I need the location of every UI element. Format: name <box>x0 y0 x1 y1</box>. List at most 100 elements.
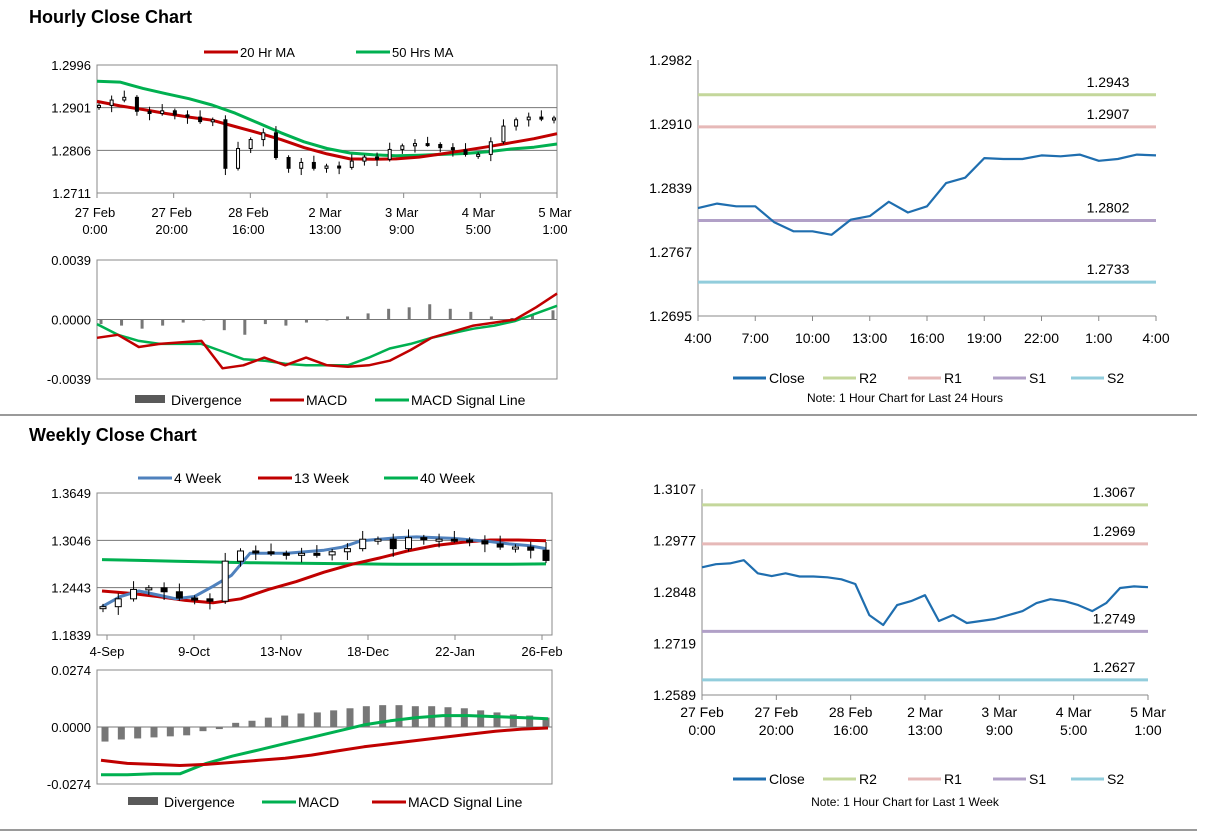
weekly-price-candle <box>191 597 199 601</box>
weekly-price-candle <box>298 552 306 556</box>
hourly-divergence-bar <box>448 308 452 320</box>
hourly-price-candle <box>273 132 278 159</box>
sr_24h-xtick: 1:00 <box>1085 330 1112 346</box>
legend-weekly-macd-signal-label: MACD Signal Line <box>408 794 523 810</box>
sr_1w-ytick: 1.2589 <box>653 687 696 703</box>
hourly-price-candle <box>324 165 329 169</box>
weekly-price-candle <box>481 540 489 545</box>
weekly-section-title: Weekly Close Chart <box>29 425 197 445</box>
hourly-price-candle <box>147 110 152 115</box>
sr_1w-legend-label: Close <box>769 771 805 787</box>
weekly-price-candle <box>435 538 443 542</box>
legend-20hr-ma-label: 20 Hr MA <box>240 45 295 60</box>
legend-weekly-divergence-label: Divergence <box>164 794 235 810</box>
hourly-divergence-bar <box>407 307 411 320</box>
hourly-divergence-bar <box>284 319 288 326</box>
legend-weekly-macd-label: MACD <box>298 794 339 810</box>
hourly-divergence-bar <box>489 316 493 320</box>
sr_24h-xtick: 22:00 <box>1024 330 1059 346</box>
hourly-macd-ytick: 0.0000 <box>51 313 91 328</box>
sr_1w-legend-label: R2 <box>859 771 877 787</box>
weekly-macd-ytick: 0.0274 <box>51 663 91 678</box>
weekly-divergence-bar <box>509 714 517 727</box>
weekly-price-candle <box>252 550 260 554</box>
sr_1w-close-series <box>701 559 1149 627</box>
hourly-price-candle <box>438 143 443 149</box>
hourly-price-candle <box>122 96 127 101</box>
hourly-price-xtick-date: 27 Feb <box>151 205 191 220</box>
hourly-divergence-bar <box>428 304 432 320</box>
legend-hourly-macd-signal-label: MACD Signal Line <box>411 392 526 408</box>
hourly-divergence-bar <box>161 319 165 326</box>
sr_24h-legend-label: R1 <box>944 370 962 386</box>
hourly-divergence-bar <box>387 308 391 320</box>
hourly-divergence-bar <box>304 319 308 323</box>
weekly-divergence-bar <box>297 713 305 727</box>
sr_24h-ytick: 1.2982 <box>649 52 692 68</box>
series-weekly-macd <box>101 714 549 777</box>
hourly-price-candle <box>526 116 531 121</box>
sr_24h-xtick: 19:00 <box>967 330 1002 346</box>
weekly-price-candle <box>389 538 397 550</box>
sr_1w-xtick-date: 28 Feb <box>829 704 873 720</box>
hourly-price-xtick-date: 4 Mar <box>462 205 496 220</box>
weekly-divergence-bar <box>460 708 468 727</box>
weekly-divergence-bar <box>444 707 452 727</box>
hourly-price-candle <box>501 125 506 143</box>
weekly-price-xtick: 9-Oct <box>178 644 210 659</box>
hourly-price-xtick-date: 27 Feb <box>75 205 115 220</box>
hourly-divergence-bar <box>120 319 124 326</box>
sr_24h-ytick: 1.2839 <box>649 180 692 196</box>
sr_24h-s2-label: 1.2733 <box>1087 261 1130 277</box>
weekly-divergence-bar <box>379 705 387 727</box>
hourly-price-candle <box>97 104 101 108</box>
hourly-divergence-bar <box>243 319 247 335</box>
weekly-divergence-bar <box>526 715 534 727</box>
weekly-divergence-bar <box>166 727 174 737</box>
sr_1w-xtick-date: 27 Feb <box>680 704 724 720</box>
hourly-price-ytick: 1.2996 <box>51 58 91 73</box>
sr_1w-xtick-date: 2 Mar <box>907 704 943 720</box>
weekly-price-frame <box>96 492 553 636</box>
sr_1w-r1-label: 1.2969 <box>1093 523 1136 539</box>
weekly-price-candle <box>145 587 153 591</box>
weekly-price-candle <box>359 538 367 550</box>
hourly-price-candle <box>160 110 165 115</box>
hourly-price-candle <box>109 99 114 106</box>
weekly-price-ytick: 1.1839 <box>51 628 91 643</box>
weekly-macd-ytick: -0.0274 <box>47 777 91 792</box>
sr_1w-xtick-time: 9:00 <box>986 722 1013 738</box>
hourly-price-candle <box>412 143 417 147</box>
sr_1w-xtick-time: 5:00 <box>1060 722 1087 738</box>
weekly-price-candle <box>511 546 519 550</box>
sr_1w-xtick-time: 20:00 <box>759 722 794 738</box>
series-40-week <box>101 558 547 566</box>
sr_1w-ytick: 1.2977 <box>653 533 696 549</box>
weekly-price-candle <box>267 551 275 555</box>
sr-24h-note: Note: 1 Hour Chart for Last 24 Hours <box>806 391 1004 405</box>
hourly-divergence-bar <box>346 316 350 320</box>
hourly-price-candle <box>375 156 380 160</box>
sr_1w-legend-label: R1 <box>944 771 962 787</box>
hourly-divergence-bar <box>181 319 185 323</box>
hourly-price-xtick-time: 20:00 <box>155 222 188 237</box>
weekly-price-candle <box>542 549 550 561</box>
sr_1w-r2-label: 1.3067 <box>1093 484 1136 500</box>
hourly-divergence-bar <box>530 314 534 320</box>
hourly-price-candle <box>172 110 177 116</box>
weekly-price-ytick: 1.3046 <box>51 533 91 548</box>
weekly-price-candle <box>313 552 321 556</box>
hourly-price-candle <box>337 165 342 169</box>
weekly-divergence-bar <box>248 720 256 727</box>
hourly-price-candle <box>362 156 367 162</box>
sr_1w-legend-label: S1 <box>1029 771 1046 787</box>
weekly-price-xtick: 22-Jan <box>435 644 475 659</box>
hourly-price-ytick: 1.2711 <box>52 186 91 201</box>
legend-13-week-label: 13 Week <box>294 470 350 486</box>
sr_24h-legend-label: R2 <box>859 370 877 386</box>
weekly-price-xtick: 26-Feb <box>521 644 562 659</box>
weekly-price-candle <box>450 538 458 542</box>
sr_24h-s1-label: 1.2802 <box>1087 200 1130 216</box>
hourly-price-candle <box>349 160 354 168</box>
